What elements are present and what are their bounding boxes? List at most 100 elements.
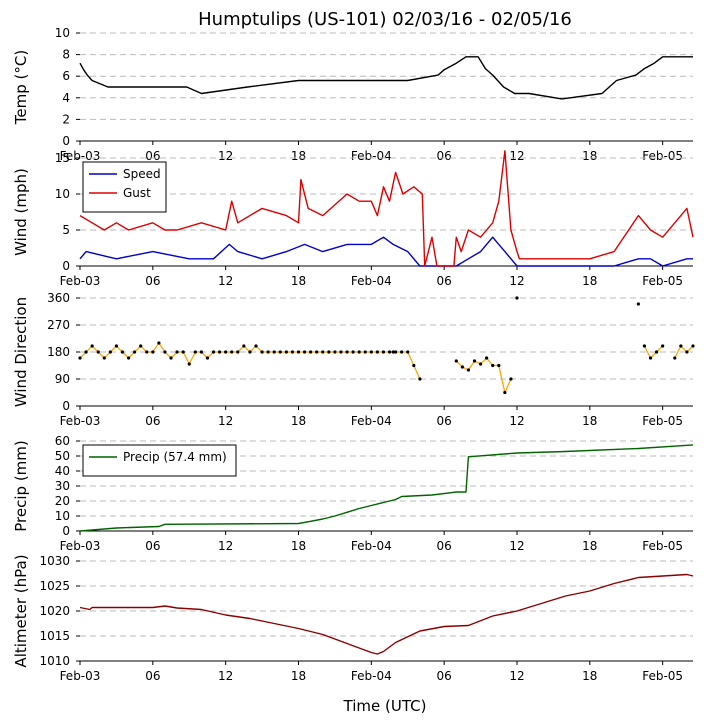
dir-point: [120, 350, 125, 354]
precip-legend-label: Precip (57.4 mm): [123, 450, 227, 464]
precip-ytick-label: 50: [55, 449, 70, 463]
alt-ytick-label: 1020: [39, 604, 70, 618]
temp-xtick-label: 12: [218, 149, 233, 163]
dir-point: [691, 344, 695, 348]
temp-xtick-label: 06: [437, 149, 452, 163]
dir-point: [339, 350, 343, 354]
temp-xtick-label: 12: [509, 149, 524, 163]
precip-y-axis-label: Precip (mm): [12, 440, 30, 531]
dir-segment: [407, 351, 415, 366]
dir-point: [169, 356, 173, 360]
precip-xtick-label: 06: [437, 539, 452, 553]
dir-point: [485, 356, 489, 360]
temp-series-line-temp: [79, 56, 693, 100]
dir-point: [254, 344, 258, 348]
dir-segment: [643, 345, 652, 359]
dir-point: [345, 350, 349, 354]
dir-point: [78, 356, 82, 360]
wind-series-line-speed: [79, 236, 693, 267]
dir-point: [679, 344, 683, 348]
dir-point: [381, 350, 386, 354]
dir-point: [497, 363, 501, 368]
dir-point: [151, 350, 155, 354]
dir-point: [230, 350, 234, 354]
dir-ytick-label: 360: [47, 291, 70, 305]
dir-point: [224, 350, 228, 354]
dir-point: [394, 350, 398, 354]
precip-xtick-label: 06: [145, 539, 160, 553]
dir-point: [96, 350, 100, 354]
dir-point: [236, 350, 240, 354]
dir-point: [217, 350, 222, 354]
dir-ytick-label: 0: [62, 399, 70, 413]
dir-point: [211, 350, 216, 354]
alt-panel: 1010 1015 1020 1025 1030 Feb-03 06 12 18 Feb-04 06…: [12, 554, 694, 683]
wind-xtick-label: Feb-04: [351, 274, 392, 288]
dir-point: [102, 356, 106, 360]
dir-point: [673, 356, 677, 360]
dir-point: [157, 341, 161, 345]
dir-xtick-label: Feb-05: [642, 414, 683, 428]
temp-xtick-label: 18: [582, 149, 597, 163]
dir-point: [90, 344, 94, 348]
panels: 0 2 4 6 8 10 Feb-03 06 12 18 Feb-04 06 12 18 Feb-05 Tem…: [12, 26, 695, 683]
alt-series-line-altimeter: [79, 573, 694, 655]
wind-xtick-label: Feb-03: [60, 274, 101, 288]
alt-y-axis-label: Altimeter (hPa): [12, 554, 30, 667]
precip-xtick-label: 12: [218, 539, 233, 553]
chart-title: Humptulips (US-101) 02/03/16 - 02/05/16: [198, 9, 572, 30]
dir-point: [272, 350, 276, 354]
dir-segment: [674, 345, 682, 359]
dir-point: [278, 350, 282, 354]
dir-point: [333, 350, 337, 354]
dir-point: [163, 350, 167, 354]
dir-xtick-label: 12: [509, 414, 524, 428]
dir-point: [491, 363, 495, 368]
alt-ytick-label: 1030: [39, 554, 70, 568]
wind-legend-box: [82, 161, 167, 213]
dir-y-axis-label: Wind Direction: [12, 297, 30, 407]
temp-ytick-label: 4: [62, 91, 70, 105]
dir-ytick-label: 90: [55, 372, 70, 386]
temp-xtick-label: 06: [145, 149, 160, 163]
temp-panel: 0 2 4 6 8 10 Feb-03 06 12 18 Feb-04 06 12 18 Feb-05 Tem…: [12, 26, 693, 163]
dir-segment: [504, 378, 512, 393]
dir-point: [472, 359, 477, 363]
dir-segment: [413, 365, 421, 380]
dir-point: [515, 296, 519, 300]
temp-y-axis-label: Temp (°C): [12, 50, 30, 125]
dir-point: [126, 356, 131, 360]
dir-point: [309, 350, 313, 354]
dir-panel: 0 90 180 270 360 Feb-03 06 12 18 Feb-04 06 12 18 Feb-…: [12, 291, 695, 428]
dir-point: [205, 356, 210, 360]
dir-point: [509, 377, 513, 381]
dir-point: [466, 368, 471, 372]
dir-point: [114, 344, 119, 348]
dir-xtick-label: 06: [145, 414, 160, 428]
alt-xtick-label: 12: [509, 669, 524, 683]
wind-xtick-label: 06: [145, 274, 160, 288]
wind-xtick-label: 18: [582, 274, 597, 288]
dir-point: [284, 350, 288, 354]
dir-point: [175, 350, 179, 354]
precip-xtick-label: 18: [582, 539, 597, 553]
dir-point: [145, 350, 149, 354]
dir-point: [187, 362, 191, 366]
precip-xtick-label: Feb-04: [351, 539, 392, 553]
precip-xtick-label: Feb-05: [642, 539, 683, 553]
precip-legend: Precip (57.4 mm): [82, 444, 237, 477]
dir-point: [636, 302, 640, 306]
dir-xtick-label: 06: [437, 414, 452, 428]
dir-xtick-label: 12: [218, 414, 233, 428]
wind-xtick-label: 12: [509, 274, 524, 288]
dir-point: [84, 350, 88, 354]
dir-point: [503, 390, 507, 395]
dir-point: [315, 350, 319, 354]
alt-xtick-label: 06: [145, 669, 160, 683]
dir-ytick-label: 180: [47, 345, 70, 359]
alt-ytick-label: 1010: [39, 654, 70, 668]
dir-point: [418, 377, 422, 381]
wind-ytick-label: 15: [55, 151, 70, 165]
dir-point: [654, 350, 659, 354]
